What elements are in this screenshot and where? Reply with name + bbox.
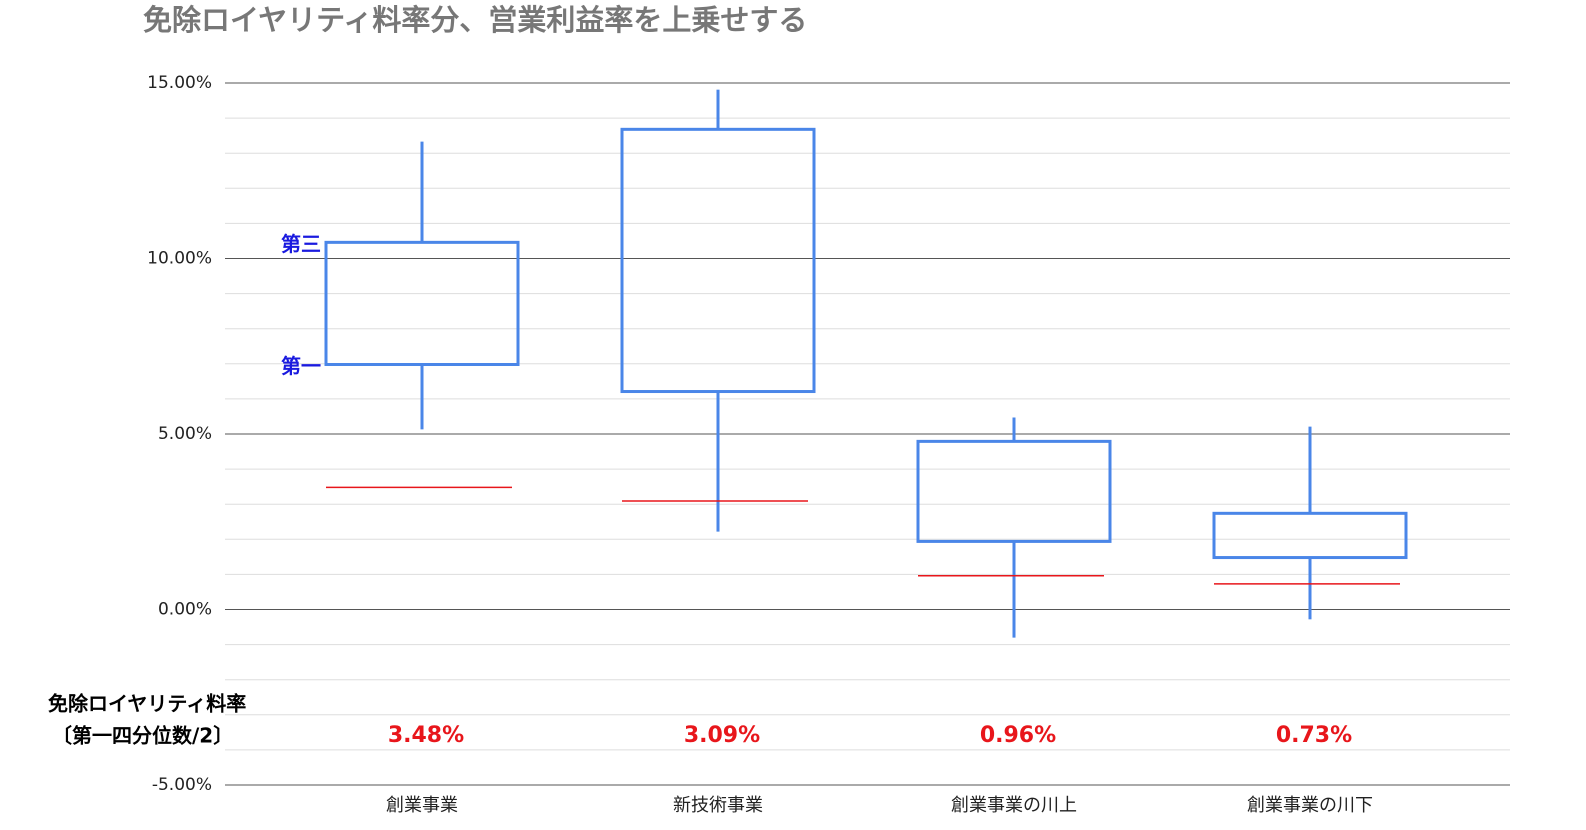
annotation: 第一 [281, 354, 321, 378]
x-tick-label: 創業事業の川上 [951, 795, 1077, 816]
threshold-note: 〔第一四分位数/2〕 [52, 724, 233, 748]
threshold-label: 0.73% [1276, 723, 1352, 748]
x-tick-label: 創業事業の川下 [1247, 795, 1373, 816]
box [916, 439, 1112, 543]
threshold-label: 0.96% [980, 723, 1056, 748]
x-tick-label: 新技術事業 [673, 795, 763, 816]
x-tick-label: 創業事業 [386, 795, 458, 816]
threshold-name: 免除ロイヤリティ料率 [48, 692, 246, 716]
annotation: 第三 [281, 232, 321, 256]
y-tick-label: 5.00% [158, 424, 212, 444]
y-tick-label: 10.00% [147, 249, 212, 269]
chart-title: 免除ロイヤリティ料率分、営業利益率を上乗せする [143, 3, 807, 37]
y-tick-label: -5.00% [152, 775, 212, 795]
y-tick-label: 15.00% [147, 73, 212, 93]
y-tick-label: 0.00% [158, 600, 212, 620]
box [324, 240, 520, 367]
threshold-label: 3.09% [684, 723, 760, 748]
box [620, 127, 816, 394]
box [1212, 511, 1408, 560]
threshold-label: 3.48% [388, 723, 464, 748]
